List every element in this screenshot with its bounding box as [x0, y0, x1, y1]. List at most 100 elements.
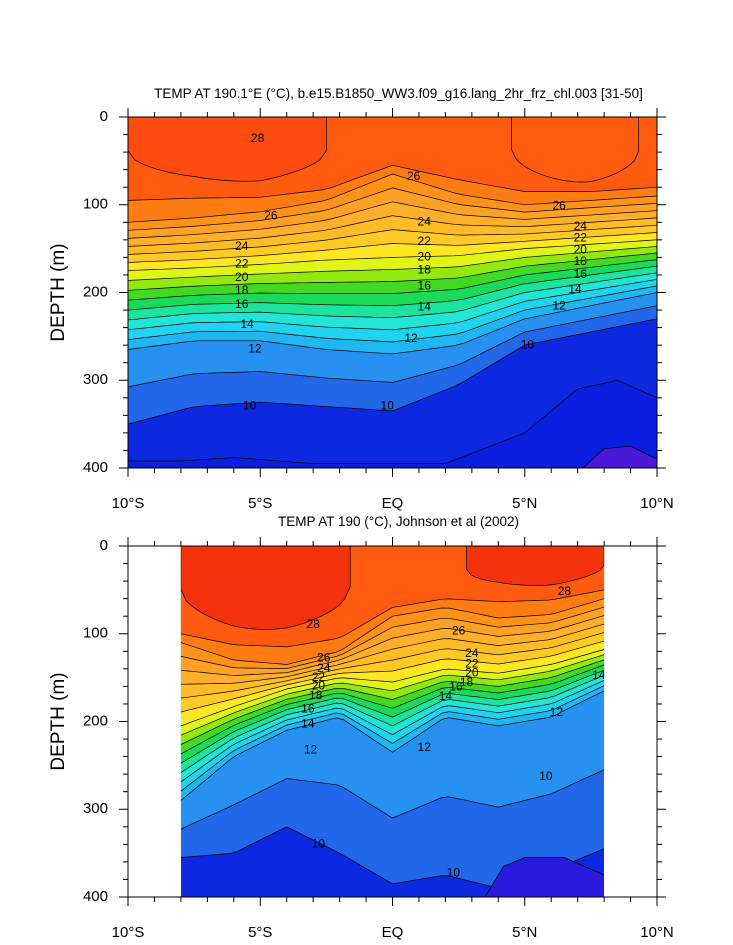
- cold-fill-1: [128, 380, 657, 468]
- contour-line-13: [180, 685, 605, 792]
- contour-line-11: [128, 305, 657, 388]
- contour-label: 18: [309, 688, 323, 702]
- contour-line-23: [128, 215, 657, 247]
- warm-pool-1: [180, 546, 351, 630]
- contour-label: 22: [235, 257, 249, 271]
- contour-label: 16: [301, 701, 315, 715]
- y-tick-label: 300: [83, 800, 108, 817]
- cold-contour-2: [582, 445, 657, 468]
- contour-label: 14: [418, 300, 432, 314]
- contour-label: 16: [235, 297, 249, 311]
- contour-line-18: [128, 252, 657, 291]
- cold-fill-1: [485, 857, 605, 897]
- contour-line-25: [128, 187, 657, 231]
- contour-line-16: [180, 669, 605, 764]
- contour-label: 12: [304, 743, 318, 757]
- contour-label: 26: [552, 199, 566, 213]
- contour-label: 12: [550, 705, 564, 719]
- contour-label: 20: [418, 250, 432, 264]
- contour-label: 16: [449, 679, 463, 693]
- contour-label: 12: [248, 342, 262, 356]
- contour-label: 14: [240, 317, 254, 331]
- contour-line-10: [128, 318, 657, 425]
- contour-line-27: [180, 589, 605, 648]
- contour-label: 16: [418, 279, 432, 293]
- contour-line-13: [128, 285, 657, 343]
- contour-label: 22: [465, 657, 479, 671]
- contour-line-11: [180, 769, 605, 830]
- contour-line-24: [128, 201, 657, 239]
- contour-label: 20: [465, 665, 479, 679]
- contour-label: 16: [574, 267, 588, 281]
- y-tick-label: 100: [83, 625, 108, 642]
- contour-label: 28: [306, 617, 320, 631]
- x-tick-label: EQ: [382, 495, 404, 512]
- contour-line-12: [180, 690, 605, 801]
- contour-label: 24: [465, 646, 479, 660]
- contour-line-24: [180, 615, 605, 676]
- contour-label: 28: [558, 584, 572, 598]
- contour-label: 10: [243, 399, 257, 413]
- x-tick-label: 10°N: [640, 924, 674, 941]
- contour-label: 20: [235, 270, 249, 284]
- x-tick-label: 10°S: [112, 495, 145, 512]
- warm-pool-1: [128, 117, 327, 182]
- contour-line-17: [128, 259, 657, 301]
- contour-label: 12: [552, 299, 566, 313]
- y-axis-label: DEPTH (m): [48, 243, 69, 341]
- contour-line-27: [128, 164, 657, 201]
- contour-line-18: [180, 659, 605, 745]
- chart-title: TEMP AT 190.1°E (°C), b.e15.B1850_WW3.f0…: [154, 86, 643, 101]
- y-tick-label: 400: [83, 459, 108, 476]
- contour-line-14: [180, 680, 605, 783]
- contour-label: 24: [418, 214, 432, 228]
- contour-line-19: [128, 246, 657, 281]
- warm-pool-2: [466, 546, 605, 586]
- contour-line-23: [180, 623, 605, 685]
- chart-title: TEMP AT 190 (°C), Johnson et al (2002): [278, 514, 519, 529]
- y-tick-label: 300: [83, 371, 108, 388]
- contour-label: 24: [574, 219, 588, 233]
- y-tick-label: 200: [83, 283, 108, 300]
- x-tick-label: 5°N: [512, 924, 537, 941]
- y-axis-label: DEPTH (m): [48, 672, 69, 770]
- y-tick-label: 400: [83, 888, 108, 905]
- contour-label: 10: [539, 769, 553, 783]
- contour-label: 26: [317, 650, 331, 664]
- contour-field: 2826262624222018161412102422201816141210…: [128, 117, 657, 468]
- contour-label: 12: [404, 331, 418, 345]
- contour-label: 14: [568, 282, 582, 296]
- contour-line-25: [180, 606, 605, 669]
- contour-line-20: [128, 239, 657, 271]
- warm-pool-2: [511, 117, 639, 183]
- contour-label: 14: [592, 668, 606, 682]
- contour-label: 22: [574, 230, 588, 244]
- y-tick-label: 100: [83, 196, 108, 213]
- contour-label: 18: [235, 283, 249, 297]
- contour-line-20: [180, 649, 605, 727]
- contour-line-22: [128, 224, 657, 255]
- y-tick-label: 0: [100, 108, 108, 125]
- contour-line-15: [128, 272, 657, 321]
- contour-label: 14: [301, 716, 315, 730]
- contour-line-16: [128, 265, 657, 311]
- contour-label: 22: [312, 670, 326, 684]
- x-tick-label: 10°N: [640, 495, 674, 512]
- contour-label: 26: [452, 623, 466, 637]
- contour-line-14: [128, 278, 657, 331]
- contour-label: 20: [574, 243, 588, 257]
- contour-label: 10: [312, 837, 326, 851]
- x-tick-label: EQ: [382, 924, 404, 941]
- contour-line-26: [128, 173, 657, 223]
- contour-line-26: [180, 598, 605, 665]
- contour-label: 24: [317, 661, 331, 675]
- contour-line-17: [180, 664, 605, 755]
- y-tick-label: 0: [100, 537, 108, 554]
- x-tick-label: 10°S: [112, 924, 145, 941]
- chart-panel-1: 2826262624222018161412102422201816141210…: [48, 86, 674, 512]
- contour-label: 10: [521, 337, 535, 351]
- contour-label: 24: [235, 239, 249, 253]
